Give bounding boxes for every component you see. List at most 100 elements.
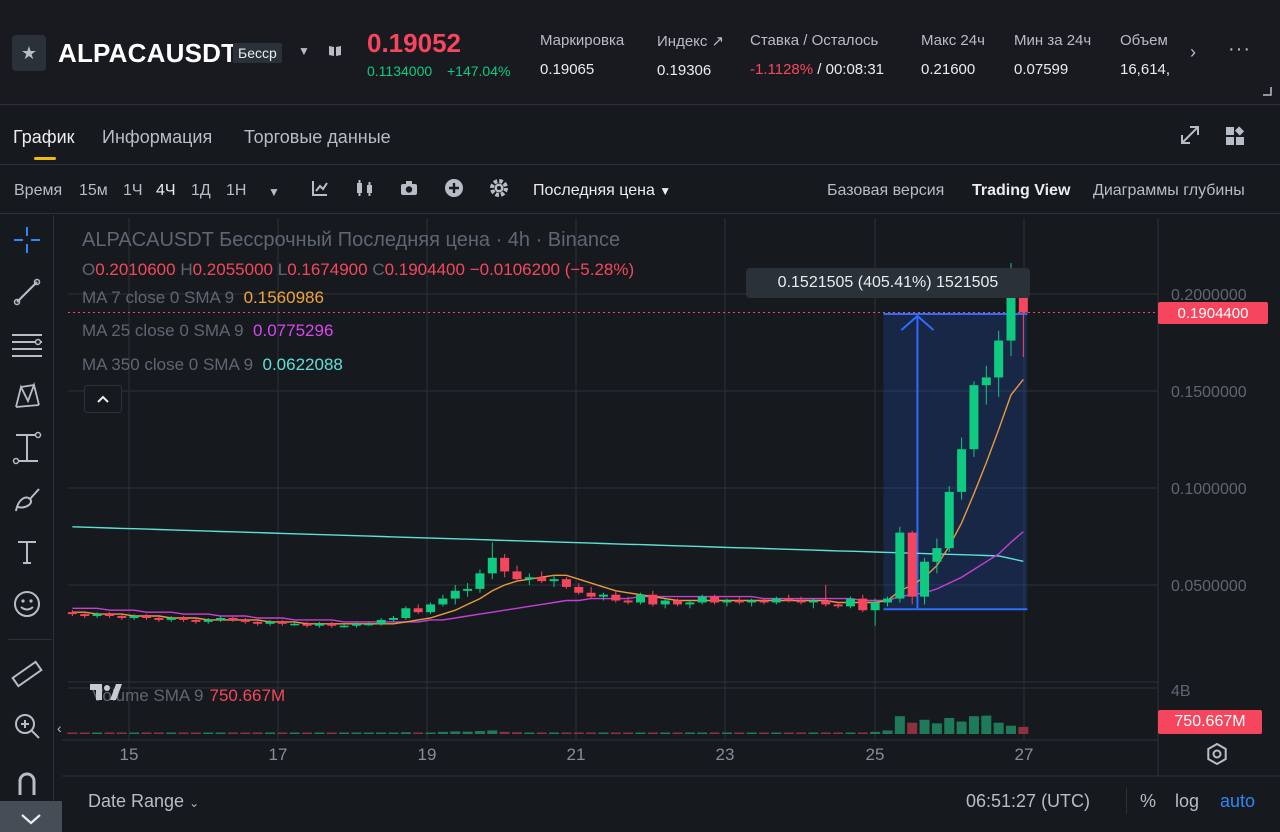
volume-bar	[993, 722, 1004, 734]
auto-scale-toggle[interactable]: auto	[1220, 791, 1256, 811]
legend-ma7[interactable]: MA 7 close 0 SMA 9 0.1560986	[82, 288, 324, 308]
candle-body	[586, 592, 596, 597]
ruler-tool[interactable]	[8, 655, 46, 693]
candle-body	[784, 598, 794, 601]
interval-1w[interactable]: 1Н	[226, 182, 247, 199]
log-scale-toggle[interactable]: log	[1175, 791, 1200, 811]
resize-corner-icon[interactable]	[1262, 86, 1272, 96]
candle-body	[944, 491, 954, 549]
interval-15m[interactable]: 15м	[79, 182, 108, 199]
text-tool[interactable]	[8, 533, 46, 571]
horizontal-lines-tool[interactable]	[8, 325, 46, 363]
time-tick-label: 17	[269, 745, 288, 764]
candle-body	[314, 623, 324, 626]
interval-1h[interactable]: 1Ч	[123, 182, 143, 199]
collapse-tools-button[interactable]	[0, 801, 62, 832]
volume-bar	[190, 732, 201, 734]
trend-line-icon	[13, 278, 41, 306]
brush-tool[interactable]	[8, 481, 46, 519]
stat-value: 0.21600	[921, 61, 976, 78]
ohlc-high: 0.2055000	[192, 260, 273, 279]
percent-scale-toggle[interactable]: %	[1140, 791, 1157, 811]
candle-body	[339, 625, 349, 628]
volume-sma-value: 750.667M	[209, 686, 286, 705]
volume-bar	[215, 732, 226, 734]
chart-grid	[62, 218, 1280, 777]
book-icon[interactable]	[328, 44, 342, 61]
candle-body	[710, 596, 720, 603]
zoom-in-tool[interactable]	[8, 707, 46, 745]
volume-bar	[116, 732, 127, 734]
legend-ma25[interactable]: MA 25 close 0 SMA 9 0.0775296	[82, 321, 333, 341]
stat-low-24h: Мин за 24ч 0.07599	[1014, 32, 1091, 78]
mark-sub-price: 0.1134000	[367, 63, 433, 79]
pattern-icon	[15, 381, 40, 408]
date-range-button[interactable]: Date Range ⌄	[88, 791, 199, 812]
price-tick-label: 0.0500000	[1171, 578, 1247, 595]
chart-settings-icon[interactable]	[1205, 742, 1229, 766]
candle-body	[277, 621, 287, 624]
candle-body	[253, 621, 263, 624]
symbol-name[interactable]: ALPACAUSDT	[58, 38, 238, 68]
indicator-icon[interactable]	[310, 178, 330, 198]
funding-countdown: / 00:08:31	[813, 61, 885, 78]
chevron-down-icon: ⌄	[189, 796, 200, 810]
volume-bar	[203, 732, 214, 734]
chevron-right-icon[interactable]: ›	[1190, 42, 1196, 62]
zoom-in-icon	[15, 714, 40, 739]
volume-bar	[425, 732, 436, 734]
candle-body	[228, 617, 238, 620]
crosshair-tool[interactable]	[8, 221, 46, 259]
tab-info[interactable]: Информация	[102, 127, 213, 147]
volume-bar	[919, 719, 930, 734]
measure-range-tool[interactable]	[8, 429, 46, 467]
candle-body	[1018, 291, 1028, 313]
candle-body	[957, 449, 967, 492]
symbol-dropdown-icon[interactable]: ▼	[298, 44, 310, 58]
candle-body	[191, 619, 201, 622]
volume-bar	[240, 732, 251, 734]
stat-high-24h: Макс 24ч 0.21600	[921, 32, 985, 78]
magnet-tool[interactable]	[8, 763, 46, 801]
more-options-icon[interactable]: ···	[1228, 38, 1251, 60]
legend-ma350[interactable]: MA 350 close 0 SMA 9 0.0622088	[82, 355, 343, 375]
gear-icon[interactable]	[489, 178, 509, 198]
more-intervals-icon[interactable]: ▼	[268, 185, 280, 199]
candle-type-icon[interactable]	[354, 178, 376, 198]
ruler-icon	[11, 660, 43, 688]
candle-body	[80, 614, 90, 617]
chart-panel: График Информация Торговые данные Время …	[0, 104, 1280, 832]
emoji-tool[interactable]	[8, 585, 46, 623]
stat-value: -1.1128% / 00:08:31	[750, 61, 884, 78]
volume-bar	[610, 732, 621, 734]
tab-trading-data[interactable]: Торговые данные	[244, 127, 391, 147]
candle-body	[327, 623, 337, 626]
price-source-dropdown[interactable]: Последняя цена ▼	[533, 182, 671, 200]
volume-bar	[1006, 725, 1016, 734]
pattern-tool[interactable]	[8, 377, 46, 415]
add-icon[interactable]	[444, 178, 464, 198]
volume-bar	[302, 732, 313, 734]
stat-label: Индекс ↗	[657, 33, 725, 50]
view-trading-view[interactable]: Trading View	[972, 182, 1071, 199]
candle-body	[67, 612, 77, 615]
view-depth-chart[interactable]: Диаграммы глубины	[1093, 182, 1245, 199]
camera-icon[interactable]	[399, 178, 419, 198]
tab-chart[interactable]: График	[13, 127, 75, 147]
view-basic[interactable]: Базовая версия	[827, 182, 945, 199]
interval-4h[interactable]: 4Ч	[156, 182, 176, 199]
fullscreen-icon[interactable]	[1178, 123, 1202, 147]
divider	[1126, 788, 1127, 814]
stat-index-price[interactable]: Индекс ↗ 0.19306	[657, 32, 724, 79]
stat-label: Мин за 24ч	[1014, 32, 1092, 49]
candle-body	[401, 608, 411, 618]
interval-1d[interactable]: 1Д	[191, 182, 211, 199]
layout-grid-icon[interactable]	[1224, 125, 1246, 147]
trend-line-tool[interactable]	[8, 273, 46, 311]
collapse-legend-button[interactable]	[84, 385, 122, 413]
utc-clock[interactable]: 06:51:27 (UTC)	[966, 791, 1091, 811]
price-tick-label: 0.1500000	[1171, 384, 1247, 401]
favorite-star-button[interactable]: ★	[12, 35, 46, 71]
candle-body	[265, 621, 275, 624]
